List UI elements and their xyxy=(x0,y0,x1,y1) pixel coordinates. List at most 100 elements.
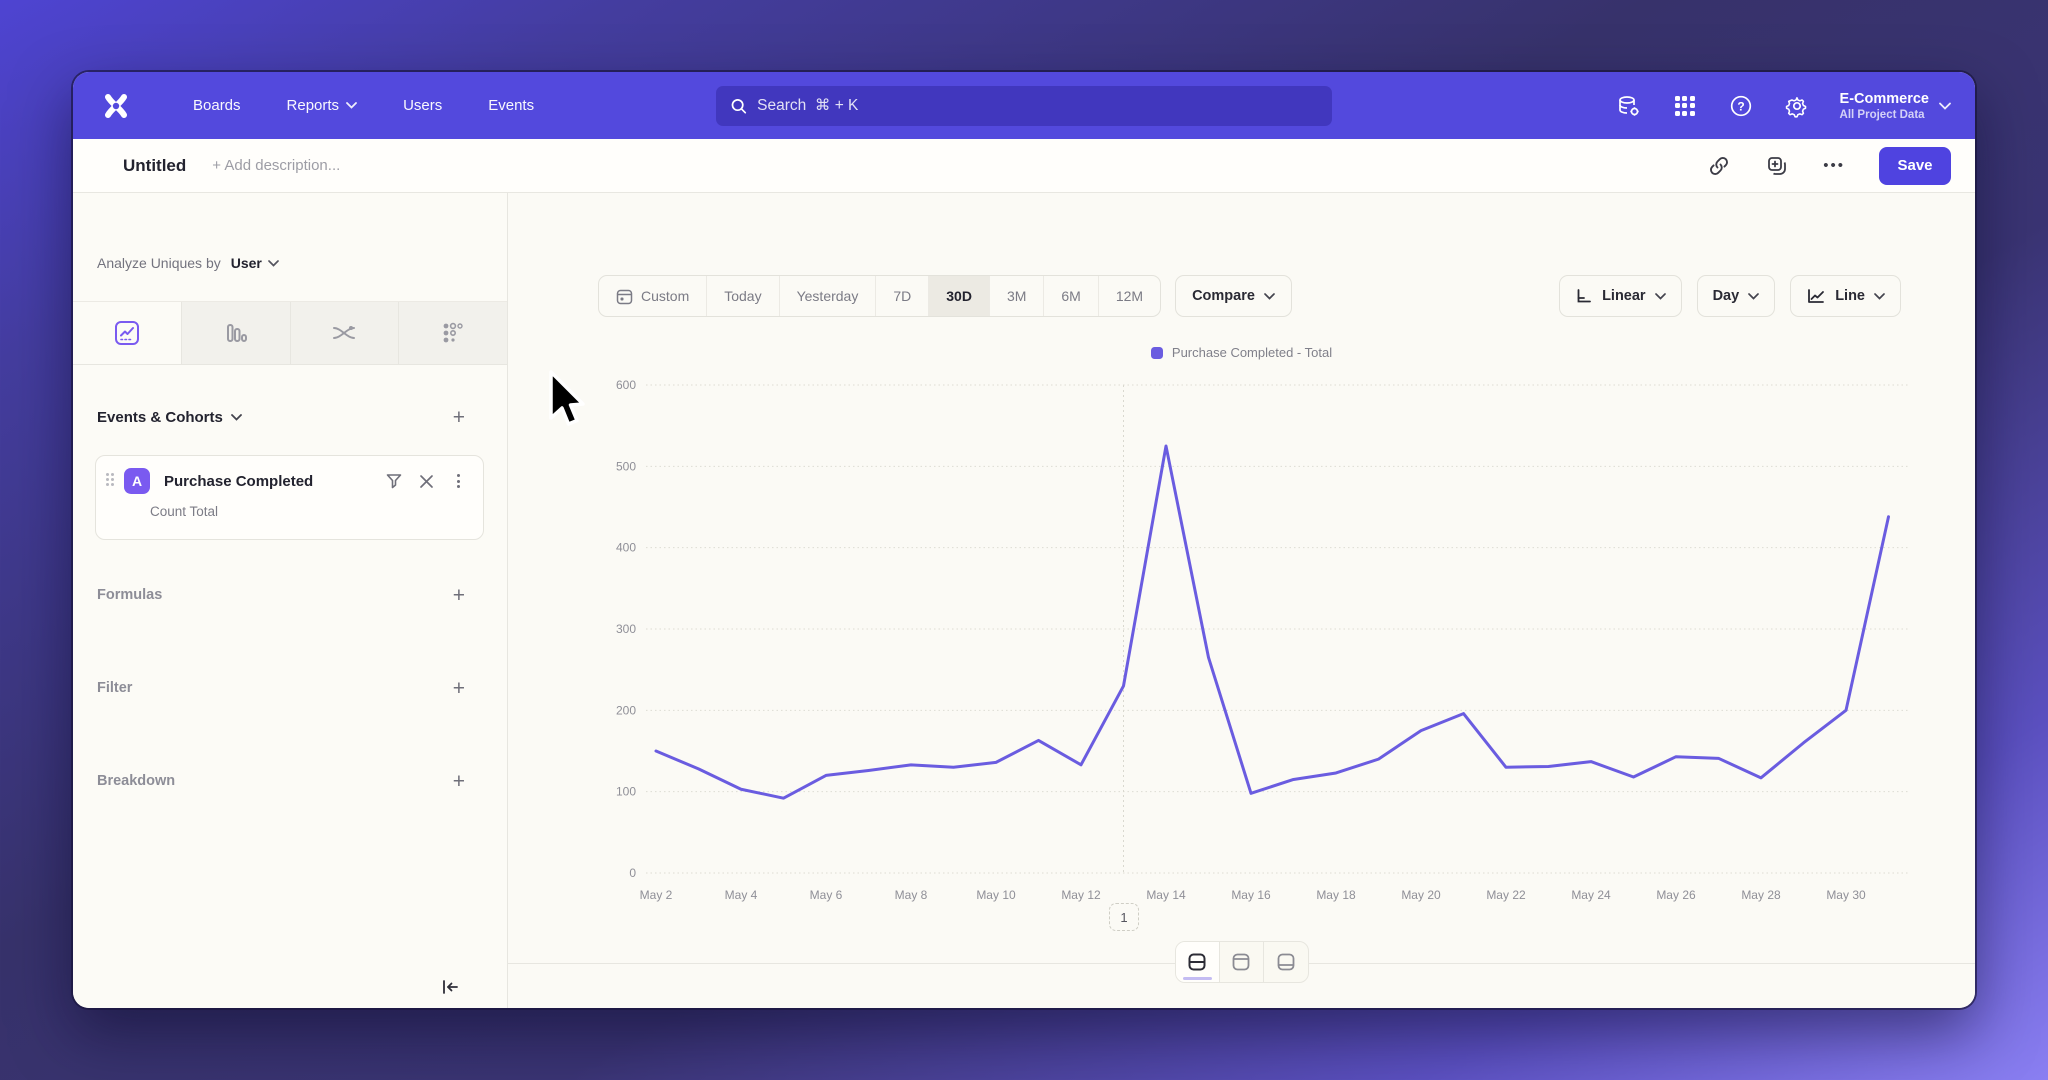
nav-item-boards[interactable]: Boards xyxy=(193,97,241,114)
svg-text:100: 100 xyxy=(616,785,636,799)
top-navbar: Boards Reports Users Events xyxy=(73,72,1975,139)
event-letter-badge: A xyxy=(124,468,150,494)
remove-event-icon[interactable] xyxy=(415,470,437,492)
chevron-down-icon xyxy=(1264,292,1275,300)
filter-funnel-icon[interactable] xyxy=(383,470,405,492)
collapse-sidebar-icon[interactable] xyxy=(437,974,463,1000)
svg-text:0: 0 xyxy=(629,866,636,880)
layout-top-panel-button[interactable] xyxy=(1220,942,1264,982)
chevron-down-icon xyxy=(1874,292,1885,300)
range-button[interactable]: 30D xyxy=(929,276,990,316)
interval-selector-button[interactable]: Day xyxy=(1696,275,1776,317)
bar-chart-tab-icon xyxy=(226,324,247,342)
add-formula-button[interactable]: + xyxy=(452,583,465,607)
tab-flows[interactable] xyxy=(290,302,400,364)
line-chart-tab-icon xyxy=(114,321,139,345)
copy-link-icon[interactable] xyxy=(1707,154,1731,178)
mixpanel-logo-icon[interactable] xyxy=(99,89,133,123)
range-button[interactable]: Today xyxy=(707,276,780,316)
line-chart-icon xyxy=(1808,289,1825,303)
nav-item-users-label: Users xyxy=(403,97,443,114)
svg-text:May 28: May 28 xyxy=(1741,888,1781,902)
svg-text:May 18: May 18 xyxy=(1316,888,1356,902)
tab-retention[interactable] xyxy=(399,302,507,364)
event-card-purchase-completed[interactable]: A Purchase Completed Count Total xyxy=(95,455,484,540)
nav-item-events[interactable]: Events xyxy=(488,97,534,114)
apps-grid-icon[interactable] xyxy=(1672,93,1698,119)
search-icon xyxy=(731,99,747,114)
svg-text:May 4: May 4 xyxy=(725,888,758,902)
flows-tab-icon xyxy=(333,326,356,339)
chart-type-selector-button[interactable]: Line xyxy=(1790,275,1901,317)
nav-item-reports-label: Reports xyxy=(286,97,340,114)
svg-text:200: 200 xyxy=(616,703,636,717)
events-cohorts-header[interactable]: Events & Cohorts xyxy=(97,409,242,426)
calendar-icon xyxy=(616,289,633,304)
formulas-label: Formulas xyxy=(97,587,163,603)
legend-swatch xyxy=(1150,346,1163,359)
svg-text:May 30: May 30 xyxy=(1826,888,1866,902)
analyze-label: Analyze Uniques by xyxy=(97,255,221,271)
nav-item-reports[interactable]: Reports xyxy=(287,97,358,114)
breakdown-row: Breakdown + xyxy=(73,763,507,799)
events-cohorts-header-row: Events & Cohorts + xyxy=(73,399,507,435)
svg-text:May 10: May 10 xyxy=(976,888,1016,902)
analyze-uniques-selector[interactable]: Analyze Uniques by User xyxy=(97,255,279,271)
tab-bar-chart[interactable] xyxy=(181,302,291,364)
help-icon[interactable]: ? xyxy=(1728,93,1754,119)
scale-selector-button[interactable]: Linear xyxy=(1559,275,1682,317)
event-more-kebab-icon[interactable] xyxy=(447,470,469,492)
more-options-button[interactable]: ••• xyxy=(1823,157,1845,174)
search-bar[interactable] xyxy=(716,86,1332,126)
svg-text:May 22: May 22 xyxy=(1486,888,1526,902)
svg-text:500: 500 xyxy=(616,459,636,473)
line-chart[interactable]: 0 100 200 300 400 500 600 May 2 May 4 May 6 May 8 M… xyxy=(508,193,1975,963)
pagination-badge[interactable]: 1 xyxy=(1109,903,1139,931)
save-button[interactable]: Save xyxy=(1879,146,1951,185)
svg-text:May 16: May 16 xyxy=(1231,888,1271,902)
compare-button[interactable]: Compare xyxy=(1175,275,1292,317)
range-button[interactable]: Yesterday xyxy=(780,276,877,316)
layout-split-horizontal-button[interactable] xyxy=(1175,942,1220,982)
range-button[interactable]: 6M xyxy=(1044,276,1099,316)
range-button[interactable]: 7D xyxy=(876,276,930,316)
chevron-down-icon xyxy=(230,413,242,421)
svg-text:600: 600 xyxy=(616,378,636,392)
add-description-placeholder[interactable]: + Add description... xyxy=(212,157,341,174)
project-name: E-Commerce xyxy=(1839,91,1929,108)
svg-text:?: ? xyxy=(1737,99,1744,113)
svg-text:May 24: May 24 xyxy=(1571,888,1611,902)
range-button[interactable]: Custom xyxy=(599,276,708,316)
svg-text:May 8: May 8 xyxy=(895,888,928,902)
visualization-tabstrip xyxy=(73,301,507,365)
search-input[interactable] xyxy=(757,97,1318,115)
duplicate-icon[interactable] xyxy=(1765,154,1789,178)
report-title[interactable]: Untitled xyxy=(123,155,187,175)
data-management-icon[interactable] xyxy=(1616,93,1642,119)
project-switcher[interactable]: E-Commerce All Project Data xyxy=(1839,90,1951,121)
drag-handle-icon[interactable] xyxy=(106,473,114,489)
range-button[interactable]: 3M xyxy=(990,276,1045,316)
chart-toolbar: Custom Today Yesterday 7D 30D 3M 6M 12M … xyxy=(598,275,1901,317)
event-name: Purchase Completed xyxy=(164,472,314,490)
project-subtitle: All Project Data xyxy=(1839,108,1925,121)
svg-text:300: 300 xyxy=(616,622,636,636)
range-button[interactable]: 12M xyxy=(1099,276,1160,316)
svg-text:May 12: May 12 xyxy=(1061,888,1101,902)
event-metric[interactable]: Count Total xyxy=(150,504,219,519)
query-builder-sidebar: Analyze Uniques by User xyxy=(73,193,508,1008)
add-event-button[interactable]: + xyxy=(452,405,465,429)
nav-item-users[interactable]: Users xyxy=(403,97,442,114)
tab-insights-line[interactable] xyxy=(73,302,182,364)
svg-text:May 26: May 26 xyxy=(1656,888,1696,902)
chevron-down-icon xyxy=(346,102,357,109)
filter-label: Filter xyxy=(97,680,133,696)
settings-gear-icon[interactable] xyxy=(1784,93,1810,119)
add-filter-button[interactable]: + xyxy=(452,676,465,700)
svg-text:May 20: May 20 xyxy=(1401,888,1441,902)
chevron-down-icon xyxy=(1654,292,1666,300)
chevron-down-icon xyxy=(1939,102,1951,110)
layout-bottom-panel-button[interactable] xyxy=(1264,942,1308,982)
nav-item-boards-label: Boards xyxy=(193,97,241,114)
add-breakdown-button[interactable]: + xyxy=(452,769,465,793)
